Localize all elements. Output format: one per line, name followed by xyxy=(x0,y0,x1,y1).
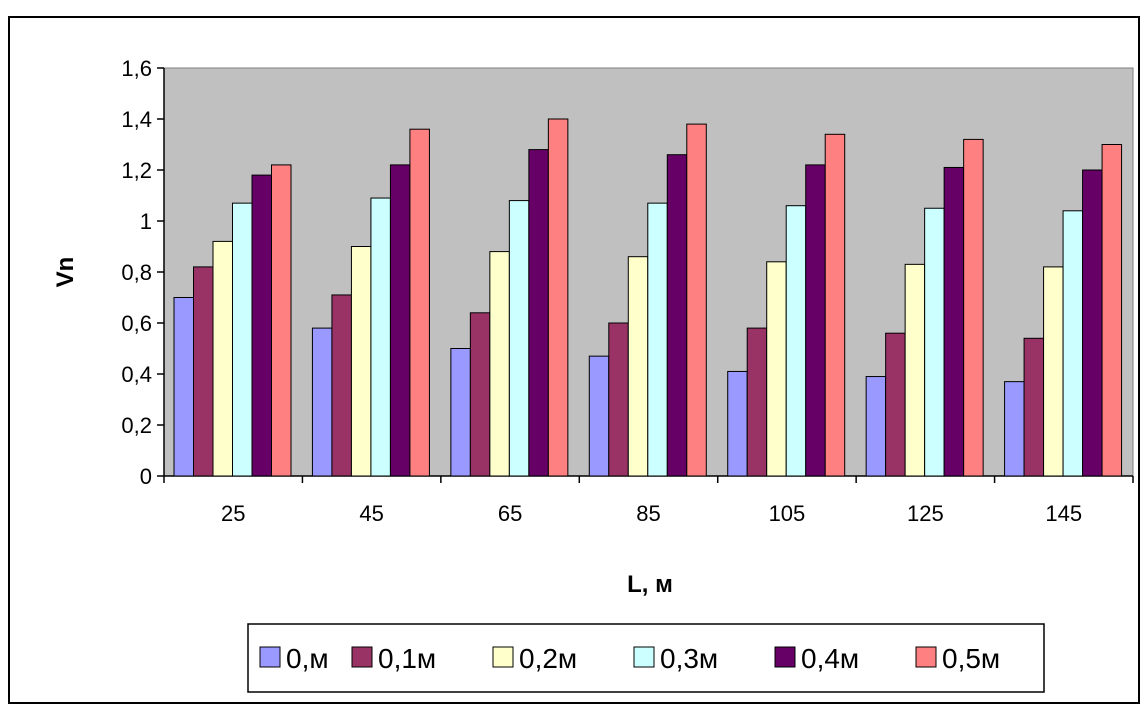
y-tick-label: 0,2 xyxy=(121,413,152,438)
bar-25-0,4м xyxy=(251,174,272,477)
bar-45-0,1м xyxy=(331,294,352,477)
y-tick-label: 1,4 xyxy=(121,107,152,132)
bar-145-0,м xyxy=(1004,381,1025,477)
x-tick-label: 65 xyxy=(498,501,522,526)
bar-105-0,5м xyxy=(824,133,846,477)
legend-label: 0,м xyxy=(286,643,329,674)
bar-85-0,м xyxy=(588,355,610,477)
bar-105-0,м xyxy=(727,370,748,477)
bar-45-0,4м xyxy=(389,164,411,477)
x-tick-label: 105 xyxy=(769,501,806,526)
bar-65-0,3м xyxy=(508,200,530,477)
y-tick-label: 1 xyxy=(140,209,152,234)
legend-label: 0,4м xyxy=(801,643,859,674)
bar-65-0,м xyxy=(450,348,471,477)
bar-45-0,5м xyxy=(409,128,430,477)
legend-label: 0,1м xyxy=(378,643,436,674)
bar-125-0,1м xyxy=(885,332,906,477)
legend-swatch xyxy=(351,646,373,668)
x-tick-label: 145 xyxy=(1045,501,1082,526)
bar-125-0,3м xyxy=(924,207,945,477)
legend-label: 0,3м xyxy=(660,643,718,674)
bar-125-0,4м xyxy=(943,166,965,477)
bar-25-0,3м xyxy=(232,202,253,477)
bar-45-0,м xyxy=(311,327,333,477)
bar-145-0,1м xyxy=(1023,337,1045,477)
y-tick-label: 0,6 xyxy=(121,311,152,336)
bar-25-0,5м xyxy=(271,164,292,477)
legend-swatch xyxy=(259,646,281,668)
y-tick-label: 1,6 xyxy=(121,56,152,81)
x-tick-label: 85 xyxy=(636,501,660,526)
y-tick-label: 0,8 xyxy=(121,260,152,285)
legend-swatch xyxy=(492,646,514,668)
y-tick-label: 1,2 xyxy=(121,158,152,183)
bar-85-0,5м xyxy=(686,123,707,477)
bar-45-0,3м xyxy=(370,197,391,477)
bar-25-0,1м xyxy=(193,266,214,477)
bar-25-0,2м xyxy=(212,240,233,477)
bar-105-0,1м xyxy=(746,327,768,477)
bar-145-0,3м xyxy=(1062,210,1084,477)
bar-45-0,2м xyxy=(350,246,372,477)
bar-105-0,2м xyxy=(766,261,787,477)
x-tick-label: 45 xyxy=(359,501,383,526)
legend-swatch xyxy=(774,646,796,668)
x-axis-title: L, м xyxy=(627,571,673,598)
bar-65-0,2м xyxy=(489,251,510,477)
bar-125-0,5м xyxy=(963,138,984,477)
y-tick-label: 0,4 xyxy=(121,362,152,387)
bar-125-0,м xyxy=(865,376,887,477)
legend-label: 0,2м xyxy=(519,643,577,674)
bar-65-0,1м xyxy=(469,312,491,477)
legend-swatch xyxy=(915,646,937,668)
bar-65-0,4м xyxy=(528,149,549,477)
legend-swatch xyxy=(633,646,655,668)
x-tick-label: 125 xyxy=(907,501,944,526)
bar-65-0,5м xyxy=(547,118,569,477)
y-axis-title: Vn xyxy=(52,257,79,288)
bar-25-0,м xyxy=(173,297,194,477)
bar-85-0,2м xyxy=(627,256,649,477)
bar-105-0,3м xyxy=(785,205,807,477)
bar-145-0,2м xyxy=(1043,266,1064,477)
plot-area: 0 0,2 0,4 0,6 0,8 1 1,2 1,4 1,6 25 45 65 85 105 125 145 xyxy=(121,56,1134,526)
bar-145-0,5м xyxy=(1101,144,1123,477)
bar-105-0,4м xyxy=(805,164,826,477)
bar-85-0,3м xyxy=(647,202,668,477)
bar-85-0,1м xyxy=(608,322,629,477)
legend: 0,м 0,1м 0,2м 0,3м 0,4м 0,5м xyxy=(247,623,1045,693)
bar-125-0,2м xyxy=(904,263,926,477)
bar-145-0,4м xyxy=(1082,169,1103,477)
x-tick-label: 25 xyxy=(221,501,245,526)
bar-85-0,4м xyxy=(666,154,688,477)
legend-label: 0,5м xyxy=(942,643,1000,674)
y-tick-label: 0 xyxy=(140,464,152,489)
